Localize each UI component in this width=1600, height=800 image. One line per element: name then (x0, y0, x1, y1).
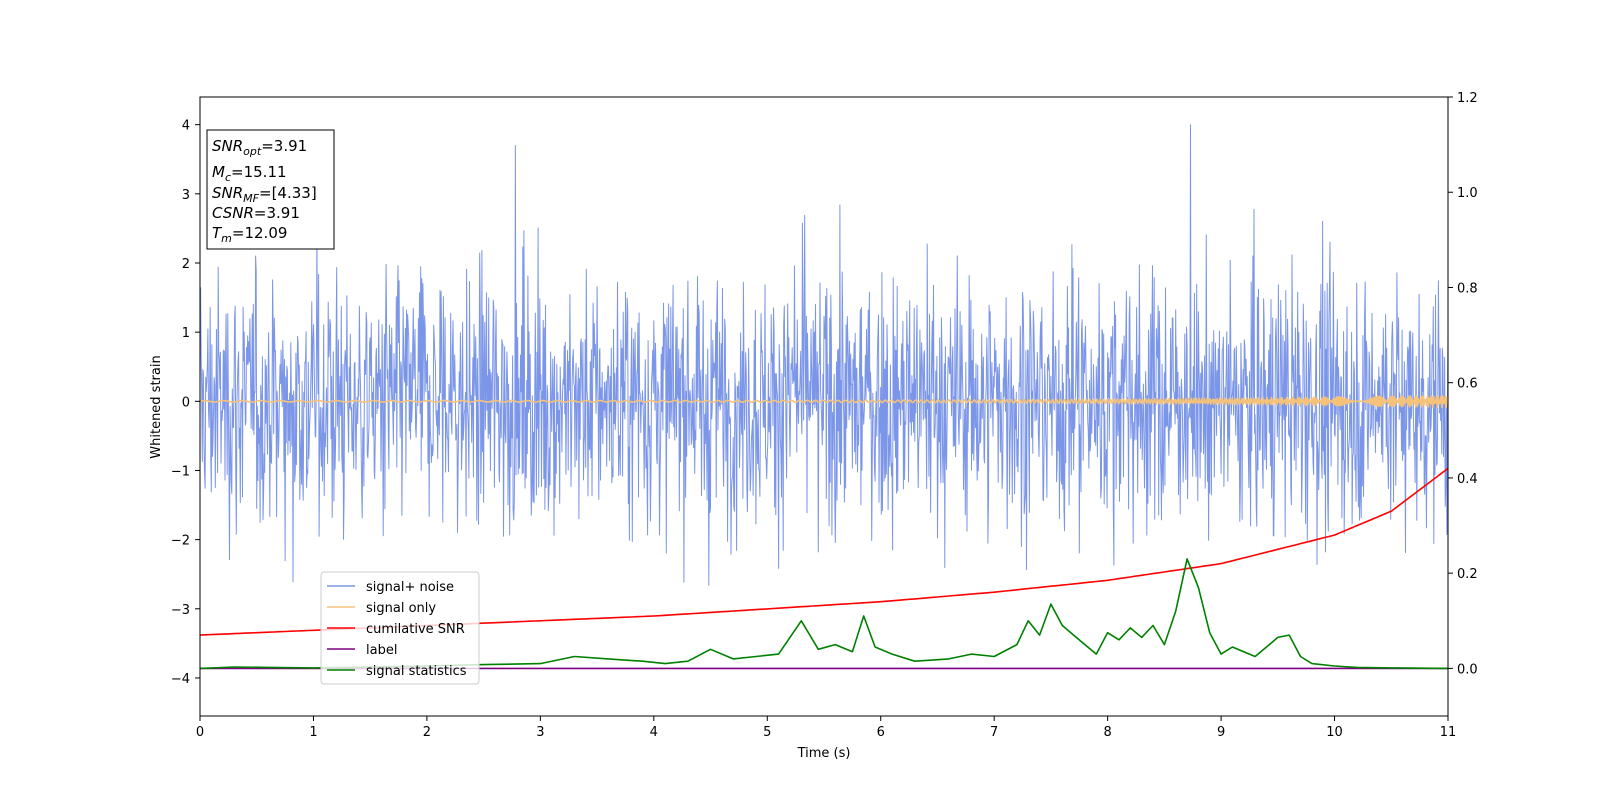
y-tick-label: 4 (182, 119, 190, 134)
legend-entry: signal only (366, 601, 436, 616)
x-tick-label: 3 (536, 725, 544, 740)
x-axis-label: Time (s) (797, 746, 851, 761)
legend-entry: signal+ noise (366, 580, 454, 595)
x-tick-label: 2 (423, 725, 431, 740)
y-tick-label: 0 (182, 395, 190, 410)
y2-tick-label: 0.4 (1457, 472, 1478, 487)
info-line: CSNR=3.91 (212, 204, 300, 222)
legend-entry: cumilative SNR (366, 622, 465, 637)
legend-entry: label (366, 643, 397, 658)
y-tick-label: −4 (171, 672, 190, 687)
y-tick-label: −1 (171, 464, 190, 479)
y-tick-label: 2 (182, 257, 190, 272)
y2-tick-label: 0.8 (1457, 281, 1478, 296)
x-tick-label: 1 (309, 725, 317, 740)
y2-tick-label: 1.2 (1457, 91, 1478, 106)
x-tick-label: 6 (877, 725, 885, 740)
y2-tick-label: 0.0 (1457, 662, 1478, 677)
x-tick-label: 0 (196, 725, 204, 740)
x-tick-label: 11 (1440, 725, 1457, 740)
y2-tick-label: 0.6 (1457, 377, 1478, 392)
info-box: SNRopt=3.91 Mc=15.11SNRMF=[4.33]CSNR=3.91… (206, 129, 335, 250)
y-tick-label: −2 (171, 534, 190, 549)
x-tick-label: 7 (990, 725, 998, 740)
y-tick-label: −3 (171, 603, 190, 618)
ticks-layer: 0 1 2 3 4 5 6 7 8 9 10 11 −4 −3 −2 −1 0 1 2 3 4 0.0 0.2 0.4 0.6 0… (171, 91, 1478, 740)
y-tick-label: 3 (182, 188, 190, 203)
x-tick-label: 5 (763, 725, 771, 740)
series-line-0 (200, 124, 1448, 586)
x-tick-label: 4 (650, 725, 658, 740)
y2-tick-label: 1.0 (1457, 186, 1478, 201)
y-tick-label: 1 (182, 326, 190, 341)
series-line-1 (200, 394, 1448, 409)
legend-frame (320, 571, 480, 685)
x-tick-label: 9 (1217, 725, 1225, 740)
info-line: SNRMF=[4.33] (212, 184, 317, 205)
x-tick-label: 10 (1326, 725, 1343, 740)
info-line: Mc=15.11 (212, 163, 287, 184)
info-line: SNRopt=3.91 (212, 137, 307, 158)
x-tick-label: 8 (1103, 725, 1111, 740)
legend: signal+ noise signal only cumilative SNR la… (320, 571, 480, 685)
info-box-frame (206, 129, 335, 250)
info-line: Tm=12.09 (212, 224, 287, 245)
series-line-4 (200, 558, 1448, 670)
axes-frame (199, 96, 1449, 717)
legend-entry: signal statistics (366, 664, 467, 679)
y2-tick-label: 0.2 (1457, 567, 1478, 582)
y-axis-label: Whitened strain (149, 355, 164, 458)
